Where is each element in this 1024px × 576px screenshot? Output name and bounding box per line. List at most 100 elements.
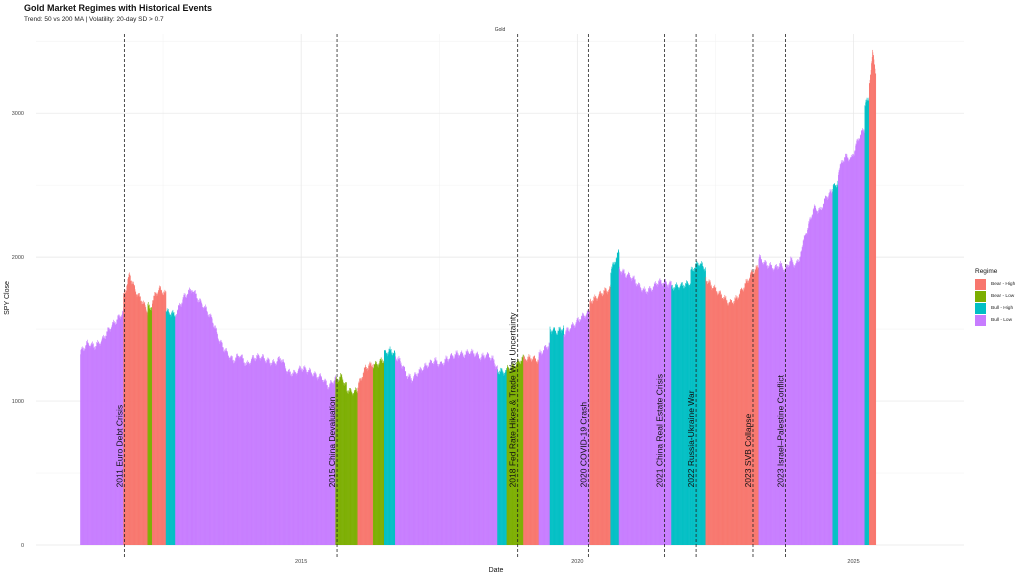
regime-bar xyxy=(811,218,813,546)
regime-bar xyxy=(727,302,729,545)
regime-bar xyxy=(319,376,321,545)
regime-bar xyxy=(629,273,630,545)
regime-bar xyxy=(501,368,503,545)
regime-bar xyxy=(697,264,698,545)
regime-bar xyxy=(564,334,565,545)
regime-bar xyxy=(659,278,660,545)
regime-bar xyxy=(209,317,210,545)
regime-bar xyxy=(441,364,443,545)
regime-bar xyxy=(742,291,744,545)
regime-bar xyxy=(542,354,544,545)
regime-bar xyxy=(863,129,864,546)
regime-bar xyxy=(736,297,737,545)
regime-bar xyxy=(470,351,472,545)
regime-bar xyxy=(273,363,275,545)
regime-bar xyxy=(866,101,867,545)
regime-bar xyxy=(848,161,849,546)
regime-bar xyxy=(474,354,476,545)
regime-bar xyxy=(140,296,141,545)
regime-bar xyxy=(685,283,687,545)
regime-bar xyxy=(237,353,238,545)
legend-title: Regime xyxy=(975,268,998,275)
regime-bar xyxy=(112,322,114,545)
regime-bar xyxy=(655,283,656,545)
legend-swatch-bear-low xyxy=(975,291,986,302)
regime-bar xyxy=(759,254,760,545)
regime-bar xyxy=(308,372,310,545)
regime-bar xyxy=(305,368,307,545)
regime-bar xyxy=(587,312,588,545)
regime-bar xyxy=(610,272,612,545)
regime-bar xyxy=(304,368,305,545)
regime-bar xyxy=(311,372,312,545)
regime-bar xyxy=(146,312,148,545)
regime-bar xyxy=(712,290,714,545)
regime-bar xyxy=(715,288,716,545)
regime-bar xyxy=(188,290,190,545)
regime-bar xyxy=(205,307,207,545)
regime-bar xyxy=(688,285,690,545)
regime-bar xyxy=(366,371,368,545)
regime-bar xyxy=(490,359,491,545)
regime-bar xyxy=(543,350,545,545)
regime-bar xyxy=(455,355,456,545)
regime-bar xyxy=(321,377,322,545)
regime-bar xyxy=(493,360,495,545)
regime-bar xyxy=(716,294,718,545)
regime-bar xyxy=(308,369,310,545)
regime-bar xyxy=(452,355,454,545)
regime-bar xyxy=(550,329,551,545)
regime-bar xyxy=(723,299,724,545)
regime-bar xyxy=(429,359,431,545)
regime-bar xyxy=(427,367,428,545)
regime-bar xyxy=(403,368,405,545)
regime-bar xyxy=(385,350,387,545)
regime-bar xyxy=(374,365,375,545)
regime-bar xyxy=(766,265,768,545)
regime-bar xyxy=(247,363,248,545)
regime-bar xyxy=(536,363,538,545)
regime-bar xyxy=(603,290,605,545)
regime-bar xyxy=(81,350,82,545)
regime-bar xyxy=(867,100,869,545)
regime-bar xyxy=(295,373,297,545)
regime-bar xyxy=(708,282,709,545)
regime-bar xyxy=(358,382,360,545)
regime-bar xyxy=(252,356,254,545)
regime-bar xyxy=(441,361,442,545)
regime-bar xyxy=(648,287,650,545)
regime-bar xyxy=(161,293,163,545)
regime-bar xyxy=(689,287,690,545)
regime-bar xyxy=(148,305,149,545)
regime-bar xyxy=(307,371,309,545)
facet-label: Gold xyxy=(494,27,506,33)
regime-bar xyxy=(276,361,278,545)
regime-bar xyxy=(248,362,250,545)
regime-bar xyxy=(820,209,822,545)
regime-bar xyxy=(140,301,142,545)
regime-bar xyxy=(383,360,384,545)
regime-bar xyxy=(119,318,120,545)
regime-bar xyxy=(511,363,513,545)
regime-bar xyxy=(597,300,598,545)
regime-bar xyxy=(278,356,280,545)
regime-bar xyxy=(264,358,265,545)
regime-bar xyxy=(93,347,95,545)
regime-bar xyxy=(411,383,413,545)
regime-bar xyxy=(376,363,378,545)
regime-bar xyxy=(374,364,376,545)
regime-bar xyxy=(290,375,292,545)
regime-bar xyxy=(631,278,632,545)
regime-bar xyxy=(179,304,181,545)
regime-bar xyxy=(166,312,167,545)
regime-bar xyxy=(611,268,612,545)
regime-bar xyxy=(234,362,236,545)
regime-bar xyxy=(255,358,256,545)
regime-bar xyxy=(320,373,321,545)
regime-bar xyxy=(770,264,771,545)
regime-bar xyxy=(815,207,817,545)
regime-bar xyxy=(563,335,565,545)
regime-bar xyxy=(758,258,760,545)
regime-bar xyxy=(413,378,414,545)
regime-bar xyxy=(625,275,627,545)
